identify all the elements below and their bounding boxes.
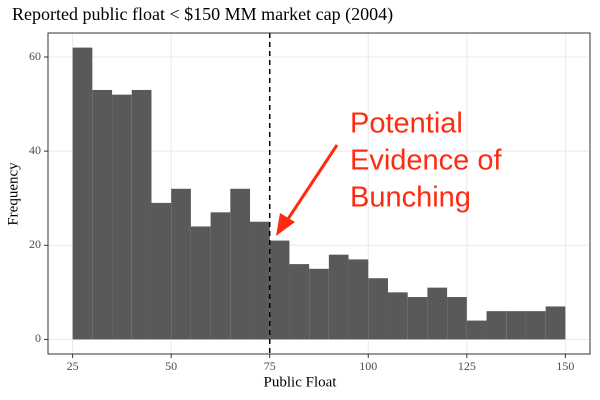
bar — [151, 202, 172, 340]
annotation: Bunching — [350, 182, 471, 214]
y-tick-label: 0 — [35, 331, 41, 345]
bar — [387, 292, 408, 340]
bar — [506, 311, 526, 340]
y-tick-label: 40 — [29, 143, 41, 157]
bar — [447, 297, 467, 340]
bar — [466, 320, 487, 340]
bar — [210, 212, 231, 340]
bar — [309, 268, 329, 340]
bar — [230, 188, 251, 340]
arrow-shaft — [284, 144, 339, 223]
bar — [368, 278, 388, 340]
bar — [190, 226, 211, 340]
bar — [328, 254, 349, 340]
bar — [92, 89, 113, 340]
bar — [171, 188, 191, 340]
x-tick-label: 50 — [165, 359, 177, 373]
y-tick-label: 60 — [29, 49, 41, 63]
bar — [269, 240, 290, 340]
bar — [348, 259, 369, 340]
x-tick-label: 150 — [556, 359, 574, 373]
bar — [72, 47, 93, 340]
panel-border — [47, 32, 591, 355]
bar — [427, 287, 448, 340]
bar — [545, 306, 566, 340]
y-tick-label: 20 — [29, 237, 41, 251]
bar — [486, 311, 507, 340]
x-tick-label: 125 — [458, 359, 476, 373]
x-tick-label: 75 — [264, 359, 276, 373]
y-axis-label: Frequency — [5, 162, 21, 226]
bar — [289, 264, 310, 340]
bar — [525, 311, 546, 340]
chart-title: Reported public float < $150 MM market c… — [12, 4, 393, 25]
bar — [407, 297, 428, 340]
bar — [250, 221, 270, 340]
annotation: Potential — [350, 108, 463, 140]
overlay: 0 20 40 60 25 50 75 100 125 150 Potential Evidence … — [29, 32, 591, 373]
bar — [112, 94, 132, 340]
bars — [72, 47, 566, 340]
bar — [131, 89, 152, 340]
x-axis-label: Public Float — [264, 374, 338, 390]
x-tick-label: 25 — [67, 359, 79, 373]
x-tick-label: 100 — [359, 359, 377, 373]
arrow-head — [276, 213, 295, 236]
annotation: Evidence of — [350, 145, 502, 177]
